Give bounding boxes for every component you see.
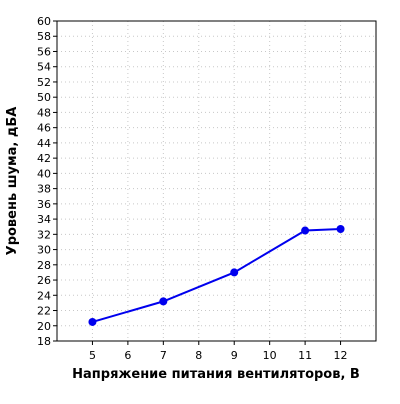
x-tick-label: 11 xyxy=(298,349,312,362)
y-tick-label: 24 xyxy=(37,289,51,302)
y-tick-label: 42 xyxy=(37,152,51,165)
x-tick-label: 10 xyxy=(263,349,277,362)
x-tick-label: 6 xyxy=(124,349,131,362)
y-tick-label: 32 xyxy=(37,228,51,241)
y-tick-label: 26 xyxy=(37,274,51,287)
grid-lines xyxy=(57,21,376,341)
y-tick-labels: 18 20 22 24 26 28 30 32 34 36 38 40 42 44 46 48 50 52 54 56… xyxy=(37,15,51,348)
y-tick-label: 20 xyxy=(37,320,51,333)
y-axis-title: Уровень шума, дБА xyxy=(5,107,20,256)
data-point xyxy=(159,297,168,306)
data-point xyxy=(88,317,97,326)
y-tick-label: 30 xyxy=(37,244,51,257)
x-tick-label: 12 xyxy=(334,349,348,362)
axis-ticks xyxy=(53,20,342,345)
y-tick-label: 60 xyxy=(37,15,51,28)
y-tick-label: 44 xyxy=(37,137,51,150)
y-tick-label: 38 xyxy=(37,183,51,196)
data-point xyxy=(301,226,310,235)
plot-frame xyxy=(56,20,377,342)
x-axis-title: Напряжение питания вентиляторов, В xyxy=(72,367,360,382)
y-tick-label: 34 xyxy=(37,213,51,226)
x-tick-label: 5 xyxy=(89,349,96,362)
x-tick-labels: 5 6 7 8 9 10 11 12 xyxy=(89,349,348,362)
y-tick-label: 36 xyxy=(37,198,51,211)
x-tick-label: 7 xyxy=(160,349,167,362)
x-tick-label: 8 xyxy=(195,349,202,362)
y-tick-label: 56 xyxy=(37,45,51,58)
x-tick-label: 9 xyxy=(231,349,238,362)
data-point xyxy=(336,225,345,233)
y-tick-label: 52 xyxy=(37,76,51,89)
y-tick-label: 58 xyxy=(37,30,51,43)
series-layer xyxy=(88,225,345,326)
y-tick-label: 46 xyxy=(37,122,51,135)
y-tick-label: 54 xyxy=(37,61,51,74)
y-tick-label: 22 xyxy=(37,305,51,318)
y-tick-label: 18 xyxy=(37,335,51,348)
series-line xyxy=(92,228,341,323)
y-tick-label: 50 xyxy=(37,91,51,104)
y-tick-label: 28 xyxy=(37,259,51,272)
y-tick-label: 48 xyxy=(37,106,51,119)
y-tick-label: 40 xyxy=(37,167,51,180)
data-point xyxy=(230,268,239,277)
